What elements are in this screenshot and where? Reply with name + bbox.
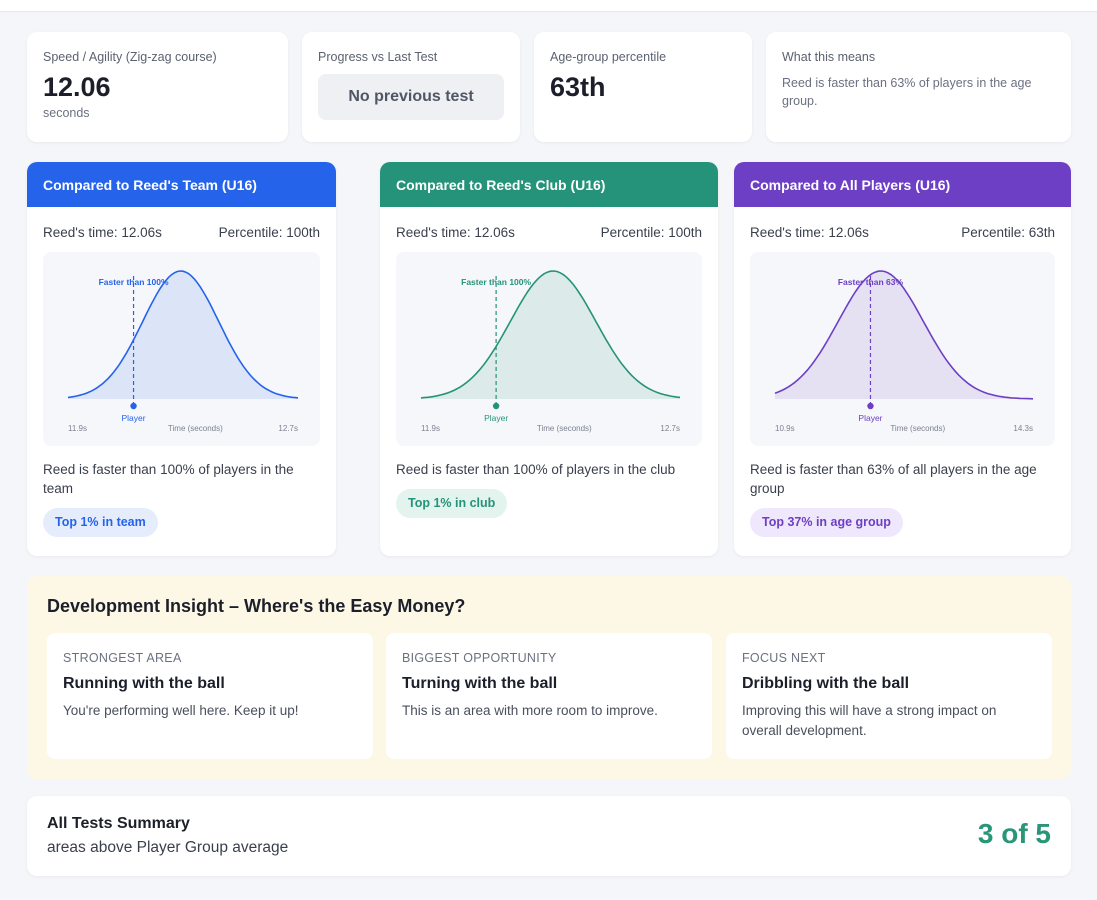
comparison-header: Compared to Reed's Club (U16) xyxy=(380,162,718,207)
percentile-text: Percentile: 63th xyxy=(961,225,1055,240)
stat-card-meaning: What this means Reed is faster than 63% … xyxy=(766,32,1071,142)
summary-subtitle: areas above Player Group average xyxy=(47,839,289,856)
insight-heading: Running with the ball xyxy=(63,675,225,692)
comparison-header: Compared to All Players (U16) xyxy=(734,162,1071,207)
player-label: Player xyxy=(122,413,146,423)
distribution-chart: Faster than 100% Player 11.9s Time (seconds… xyxy=(43,252,320,446)
player-marker-dot xyxy=(130,402,137,410)
stat-description: Reed is faster than 63% of players in th… xyxy=(782,76,1032,108)
percentile-text: Percentile: 100th xyxy=(600,225,702,240)
distribution-area xyxy=(775,271,1033,399)
axis-title: Time (seconds) xyxy=(168,424,223,433)
comparison-card-club: Compared to Reed's Club (U16) Reed's tim… xyxy=(380,162,718,556)
comparison-card-team: Compared to Reed's Team (U16) Reed's tim… xyxy=(27,162,336,556)
stat-value: 63th xyxy=(550,72,606,102)
no-previous-test-pill: No previous test xyxy=(318,74,504,120)
axis-tick-label: 10.9s xyxy=(775,424,795,433)
summary-value: 3 of 5 xyxy=(977,818,1051,849)
axis-title: Time (seconds) xyxy=(890,424,945,433)
player-time: Reed's time: 12.06s xyxy=(43,225,162,240)
comparison-summary: Reed is faster than 63% of all players i… xyxy=(750,462,1037,496)
percentile-text: Percentile: 100th xyxy=(218,225,320,240)
stat-label: Age-group percentile xyxy=(550,50,667,64)
axis-title: Time (seconds) xyxy=(537,424,592,433)
insight-card-focus: FOCUS NEXT Dribbling with the ball Impro… xyxy=(726,633,1052,759)
insight-heading: Turning with the ball xyxy=(402,675,558,692)
insight-heading: Dribbling with the ball xyxy=(742,675,910,692)
comparison-card-all-players: Compared to All Players (U16) Reed's tim… xyxy=(734,162,1071,556)
development-insight: Development Insight – Where's the Easy M… xyxy=(27,576,1071,779)
stat-label: What this means xyxy=(782,50,876,64)
top-bar xyxy=(0,0,1097,12)
distribution-curve xyxy=(774,270,1034,400)
rank-badge: Top 1% in team xyxy=(43,508,158,537)
insight-description: This is an area with more room to improv… xyxy=(402,703,658,718)
summary-title: All Tests Summary xyxy=(47,815,190,832)
stat-card-speed: Speed / Agility (Zig-zag course) 12.06 s… xyxy=(27,32,288,142)
stat-card-percentile: Age-group percentile 63th xyxy=(534,32,752,142)
distribution-svg: Faster than 63% Player 10.9s Time (seconds)… xyxy=(774,270,1034,433)
axis-tick-label: 11.9s xyxy=(421,424,440,433)
insight-label: BIGGEST OPPORTUNITY xyxy=(402,651,557,665)
player-label: Player xyxy=(484,413,508,423)
chart-faster-label: Faster than 63% xyxy=(838,277,904,287)
insight-card-opportunity: BIGGEST OPPORTUNITY Turning with the bal… xyxy=(386,633,712,759)
insight-label: FOCUS NEXT xyxy=(742,651,826,665)
distribution-chart: Faster than 63% Player 10.9s Time (seconds)… xyxy=(750,252,1055,446)
insight-description: Improving this will have a strong impact… xyxy=(742,703,997,738)
distribution-chart: Faster than 100% Player 11.9s Time (seconds… xyxy=(396,252,702,446)
distribution-curve xyxy=(420,270,681,399)
distribution-svg: Faster than 100% Player 11.9s Time (seconds… xyxy=(67,270,299,433)
player-marker-dot xyxy=(867,402,874,410)
chart-faster-label: Faster than 100% xyxy=(99,277,169,287)
comparison-summary: Reed is faster than 100% of players in t… xyxy=(396,462,676,477)
distribution-curve xyxy=(67,270,299,399)
distribution-area xyxy=(68,271,298,399)
stat-label: Speed / Agility (Zig-zag course) xyxy=(43,50,217,64)
axis-tick-label: 12.7s xyxy=(660,424,680,433)
axis-tick-label: 11.9s xyxy=(68,424,87,433)
stat-card-progress: Progress vs Last Test No previous test xyxy=(302,32,520,142)
insight-title: Development Insight – Where's the Easy M… xyxy=(47,596,466,616)
tests-summary: All Tests Summary areas above Player Gro… xyxy=(27,796,1071,876)
insight-card-strongest: STRONGEST AREA Running with the ball You… xyxy=(47,633,373,759)
insight-description: You're performing well here. Keep it up! xyxy=(63,703,299,718)
player-time: Reed's time: 12.06s xyxy=(750,225,869,240)
axis-tick-label: 12.7s xyxy=(278,424,298,433)
distribution-area xyxy=(421,271,680,399)
distribution-svg: Faster than 100% Player 11.9s Time (seconds… xyxy=(420,270,681,433)
rank-badge: Top 37% in age group xyxy=(750,508,903,537)
comparison-summary: Reed is faster than 100% of players in t… xyxy=(43,462,294,496)
stat-value: 12.06 xyxy=(43,72,111,102)
player-time: Reed's time: 12.06s xyxy=(396,225,515,240)
axis-tick-label: 14.3s xyxy=(1013,424,1033,433)
player-marker-dot xyxy=(492,402,500,410)
stats-row: Speed / Agility (Zig-zag course) 12.06 s… xyxy=(27,32,1071,142)
player-label: Player xyxy=(858,413,882,423)
comparison-header: Compared to Reed's Team (U16) xyxy=(27,162,336,207)
stat-label: Progress vs Last Test xyxy=(318,50,438,64)
rank-badge: Top 1% in club xyxy=(396,489,508,518)
insight-label: STRONGEST AREA xyxy=(63,651,182,665)
stat-unit: seconds xyxy=(43,106,90,120)
chart-faster-label: Faster than 100% xyxy=(461,277,531,287)
